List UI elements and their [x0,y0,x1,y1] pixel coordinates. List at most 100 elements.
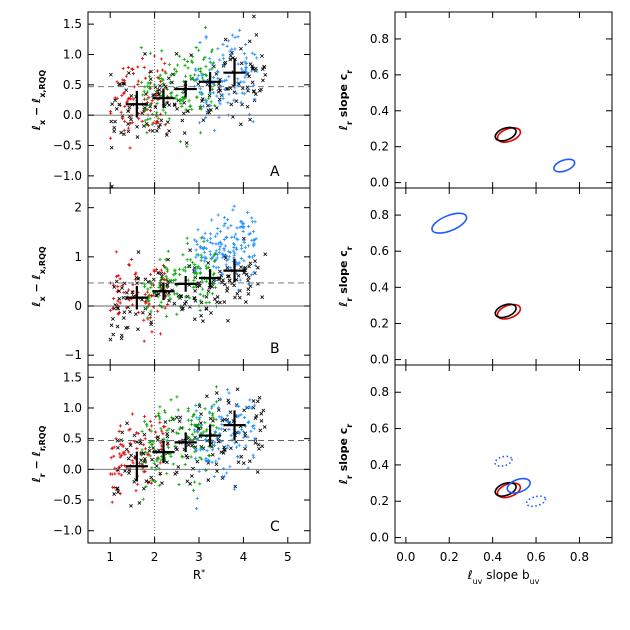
data-point [124,74,128,78]
data-point [189,422,194,427]
data-point [196,264,200,268]
data-point [243,60,247,64]
y-tick-label: 0.5 [63,78,82,92]
data-point [123,105,127,109]
data-point [164,71,168,75]
data-point [201,447,205,452]
data-point [241,461,246,466]
data-point [143,437,147,441]
data-point [163,420,168,424]
label-part: ℓ [337,125,350,131]
data-point [251,453,255,457]
y-tick-label: 0.8 [370,32,389,46]
data-point [167,294,171,298]
data-point [231,114,235,119]
data-point [164,274,168,278]
data-point [244,69,248,74]
y-axis-label: ℓr slope cr [337,70,354,132]
data-point [114,275,119,279]
y-tick-label: 1.5 [63,370,82,384]
label-part: ℓ [337,302,350,308]
data-point [252,14,256,19]
panel-label: C [270,519,280,535]
data-point [226,444,230,448]
data-point [146,316,150,320]
data-point [135,446,139,451]
data-point [117,429,121,433]
data-point [157,285,161,290]
data-point [225,388,230,392]
data-point [158,122,162,127]
data-point [208,250,212,254]
data-point [230,47,234,51]
data-point [255,399,260,404]
data-point [225,446,229,450]
panel-right-2: 0.00.20.40.60.8ℓr slope cr [337,187,613,367]
data-point [195,437,199,441]
data-point [206,103,210,108]
data-point [157,76,161,81]
data-point [246,275,251,280]
data-point [217,247,221,251]
data-point [222,215,226,220]
data-point [237,431,242,435]
data-point [205,82,210,87]
data-point [183,265,187,269]
data-point [165,120,170,125]
data-point [237,414,241,418]
data-point [122,132,126,137]
data-point [159,441,163,445]
data-point [142,414,147,419]
data-point [164,133,169,137]
data-point [120,454,124,458]
data-point [147,296,151,300]
data-point [245,210,250,215]
data-point [143,469,147,474]
data-point [122,281,127,286]
data-point [190,443,194,448]
data-point [242,52,247,56]
data-point [197,48,201,52]
data-point [199,67,203,71]
data-point [200,287,205,291]
data-point [128,146,132,150]
data-point [180,98,184,102]
data-point [154,267,158,272]
data-point [120,93,124,98]
data-point [214,391,219,395]
data-point [174,69,179,73]
data-point [195,95,199,100]
data-point [215,469,219,474]
data-point [232,245,236,250]
data-point [218,300,222,305]
data-point [235,91,239,96]
data-point [144,450,148,454]
data-point [175,98,180,102]
plot-area [88,12,310,188]
data-point [211,278,216,283]
data-point [207,265,211,269]
data-point [210,62,214,66]
data-point [112,454,116,458]
data-point [221,42,225,46]
label-part: slope c [337,74,350,121]
data-point [108,136,113,140]
data-point [200,97,205,101]
data-point [257,395,262,400]
data-point [192,266,197,270]
data-point [225,86,230,91]
data-point [110,102,115,106]
data-point [226,398,231,403]
data-point [170,429,175,433]
data-point [222,237,226,242]
data-point [228,49,232,53]
data-point [230,33,234,37]
data-point [159,268,163,272]
data-point [192,296,197,301]
data-point [262,65,266,70]
data-point [239,46,243,51]
data-point [217,457,221,461]
data-point [128,309,132,314]
panel-label: A [270,164,280,180]
